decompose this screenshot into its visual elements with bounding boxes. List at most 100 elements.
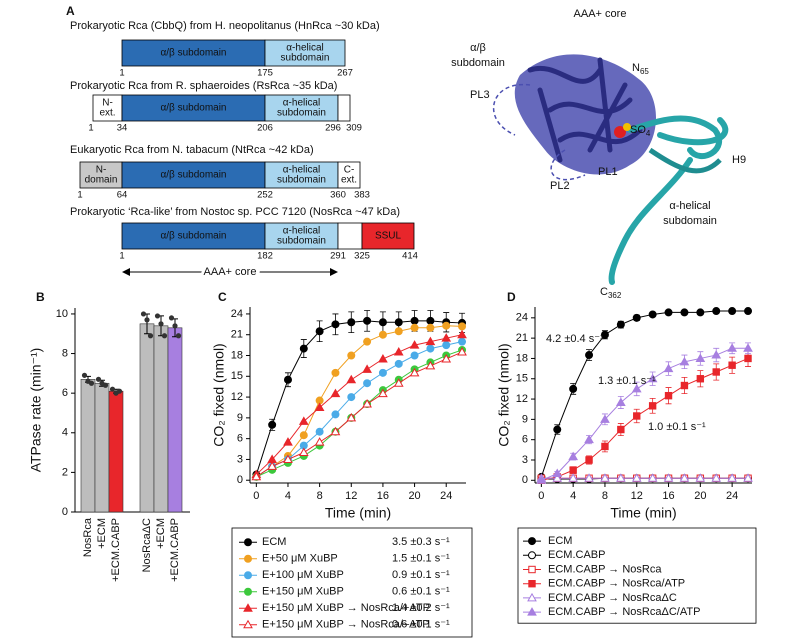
marker — [647, 473, 658, 482]
n-term-main: N — [632, 62, 640, 74]
marker — [442, 341, 451, 350]
legend-rate: 0.6 ±0.1 s⁻¹ — [392, 586, 450, 598]
x-axis-label: Time (min) — [610, 505, 676, 521]
marker — [378, 318, 387, 327]
annotation: 4.2 ±0.4 s⁻¹ — [546, 333, 604, 345]
marker — [617, 425, 625, 434]
annotation: 1.3 ±0.1 s⁻¹ — [598, 375, 656, 387]
marker — [600, 473, 610, 482]
domain-label: subdomain — [281, 53, 330, 64]
y-tick-label: 21 — [231, 329, 243, 341]
x-tick-label: 24 — [440, 490, 452, 502]
marker — [441, 333, 452, 342]
legend-marker — [244, 554, 252, 563]
residue-number: 383 — [354, 190, 370, 201]
domain-label: α/β subdomain — [160, 103, 226, 114]
residue-number: 414 — [402, 251, 418, 262]
marker — [679, 473, 690, 482]
marker — [696, 375, 705, 383]
domain-label: α/β subdomain — [160, 48, 226, 59]
construct-title: Prokaryotic ‘Rca-like’ from Nostoc sp. P… — [70, 206, 400, 218]
marker — [633, 412, 641, 420]
y-tick-label: 9 — [237, 412, 243, 424]
marker — [585, 456, 593, 464]
marker — [569, 466, 577, 474]
marker — [362, 399, 372, 408]
marker — [346, 374, 357, 384]
domain-segment — [337, 161, 361, 189]
y-tick-label: 0 — [62, 506, 68, 518]
legend-rate: 1.4 ±0.2 s⁻¹ — [392, 602, 450, 614]
construct-title: Prokaryotic Rca from R. sphaeroides (RsR… — [70, 80, 337, 92]
domain-label: SSUL — [375, 231, 402, 242]
so4-label-sub: 4 — [646, 129, 651, 138]
legend-marker — [243, 619, 253, 629]
panel-label: B — [36, 290, 45, 304]
residue-number: 34 — [117, 123, 128, 134]
marker — [378, 353, 388, 363]
marker — [458, 322, 467, 331]
panel-label: D — [507, 290, 516, 304]
marker — [378, 388, 388, 398]
legend-box — [517, 527, 757, 624]
marker — [631, 383, 642, 393]
replicate-point — [95, 376, 102, 382]
marker — [744, 307, 753, 316]
marker — [425, 336, 436, 346]
x-tick-label: 12 — [631, 490, 643, 502]
construct-title: Eukaryotic Rca from N. tabacum (NtRca ~4… — [70, 144, 314, 156]
x-tick-label: 20 — [694, 490, 706, 502]
legend-marker — [527, 607, 537, 616]
marker — [680, 308, 689, 317]
marker — [330, 426, 341, 436]
y-tick-label: 18 — [231, 349, 243, 361]
domain-label: α-helical — [283, 165, 320, 176]
legend-marker — [528, 537, 536, 546]
marker — [251, 471, 262, 481]
marker — [584, 473, 594, 482]
structure-title: AAA+ core — [574, 8, 627, 20]
x-tick-label: 8 — [317, 490, 323, 502]
bar — [139, 323, 155, 513]
domain-label: subdomain — [277, 236, 326, 247]
legend-label: E+100 μM XuBP — [262, 569, 344, 581]
y-tick-label: 8 — [62, 347, 68, 359]
marker — [695, 473, 706, 482]
marker — [283, 454, 293, 463]
legend-label: ECM.CABP → NosRca/ATP — [548, 578, 685, 590]
marker — [663, 473, 674, 482]
domain-segment — [264, 161, 339, 189]
x-tick-label: NosRcaΔC — [141, 518, 153, 572]
so4-label: SO4 — [630, 124, 651, 138]
domain-label: ext. — [341, 175, 357, 186]
replicate-point — [88, 380, 95, 386]
y-tick-label: 6 — [522, 434, 528, 446]
marker — [458, 337, 467, 346]
legend-label: ECM.CABP → NosRcaΔC — [548, 592, 677, 604]
marker — [728, 361, 736, 369]
marker — [409, 340, 420, 349]
legend-marker — [244, 587, 252, 596]
bar — [80, 379, 96, 513]
legend-marker — [527, 592, 537, 602]
replicate-point — [81, 372, 88, 378]
domain-segment — [337, 222, 363, 250]
replicate-point — [116, 388, 123, 394]
legend-label: ECM.CABP → NosRca — [548, 563, 662, 575]
marker — [314, 402, 325, 411]
x-tick-label: 16 — [377, 490, 389, 502]
pl2-label: PL2 — [550, 180, 570, 192]
x-tick-label: 4 — [570, 490, 576, 502]
legend-rate: 1.5 ±0.1 s⁻¹ — [392, 553, 450, 565]
y-tick-label: 6 — [237, 433, 243, 445]
domain-segment — [92, 94, 123, 122]
marker — [600, 414, 610, 423]
legend-label: ECM — [262, 536, 286, 548]
marker — [347, 351, 356, 360]
domain-segment — [121, 161, 266, 189]
replicate-point — [147, 333, 154, 339]
x-tick-label: +ECM — [155, 518, 167, 549]
marker — [664, 391, 673, 400]
replicate-point — [140, 311, 147, 317]
